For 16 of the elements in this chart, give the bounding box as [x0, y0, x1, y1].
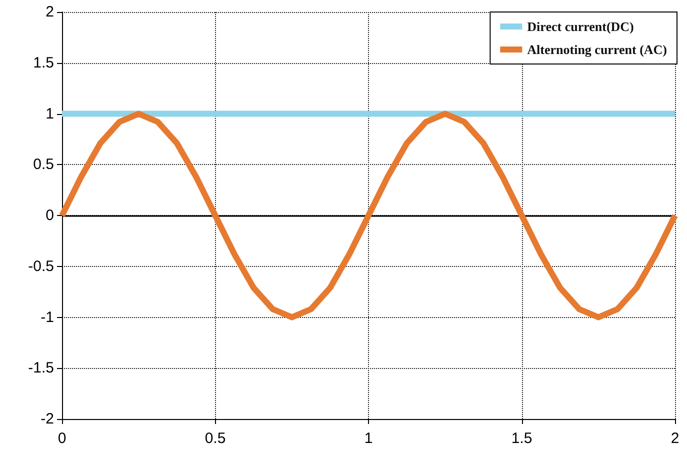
legend-label: Direct current(DC) — [527, 19, 634, 34]
y-tick-label: 0 — [46, 207, 54, 224]
y-tick-label: -0.5 — [28, 258, 54, 275]
y-tick-label: 1.5 — [33, 54, 54, 72]
x-tick-label: 0 — [58, 430, 66, 447]
y-tick-label: -1 — [40, 308, 54, 326]
x-tick-label: 1 — [364, 430, 373, 447]
x-tick-label: 0.5 — [204, 430, 226, 447]
x-tick-label: 1.5 — [511, 430, 532, 447]
y-tick-label: -1.5 — [28, 360, 54, 377]
x-tick-label: 2 — [670, 430, 680, 447]
y-tick-label: -2 — [40, 410, 54, 428]
y-tick-label: 0.5 — [33, 156, 54, 174]
legend-label: Alternoting current (AC) — [527, 42, 668, 57]
y-tick-label: 1 — [46, 105, 54, 122]
y-tick-label: 2 — [46, 4, 54, 20]
